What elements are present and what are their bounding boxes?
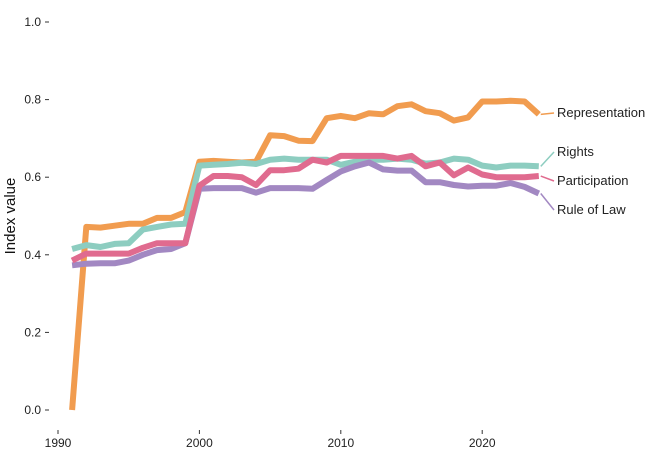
series-line-rule-of-law bbox=[71, 159, 541, 269]
label-connector-representation bbox=[540, 112, 555, 116]
series-label-representation: Representation bbox=[557, 105, 645, 120]
series-line-representation bbox=[69, 97, 541, 411]
x-tick-label: 1990 bbox=[45, 436, 72, 450]
series-line-participation bbox=[70, 152, 540, 264]
label-connector-rights bbox=[540, 151, 555, 167]
series-line-rights bbox=[71, 155, 539, 252]
y-axis-title: Index value bbox=[2, 178, 19, 255]
series-label-participation: Participation bbox=[557, 173, 629, 188]
series-label-rule-of-law: Rule of Law bbox=[557, 202, 626, 217]
y-axis: 0.0 0.2 0.4 0.6 0.8 1.0 bbox=[24, 15, 49, 417]
x-tick-label: 2010 bbox=[327, 436, 354, 450]
series-label-rights: Rights bbox=[557, 144, 594, 159]
series-labels: Rights Representation Participation Rule of… bbox=[540, 105, 645, 217]
y-tick-label: 0.4 bbox=[24, 248, 41, 262]
label-connector-participation bbox=[540, 175, 555, 182]
y-tick-label: 0.8 bbox=[24, 93, 41, 107]
x-axis: 1990 2000 2010 2020 bbox=[45, 430, 496, 450]
x-tick-label: 2020 bbox=[469, 436, 496, 450]
y-tick-label: 1.0 bbox=[24, 15, 41, 29]
y-tick-label: 0.0 bbox=[24, 403, 41, 417]
y-tick-label: 0.2 bbox=[24, 325, 41, 339]
y-tick-label: 0.6 bbox=[24, 170, 41, 184]
label-connector-rule-of-law bbox=[540, 193, 555, 211]
x-tick-label: 2000 bbox=[186, 436, 213, 450]
series-lines bbox=[69, 97, 541, 411]
